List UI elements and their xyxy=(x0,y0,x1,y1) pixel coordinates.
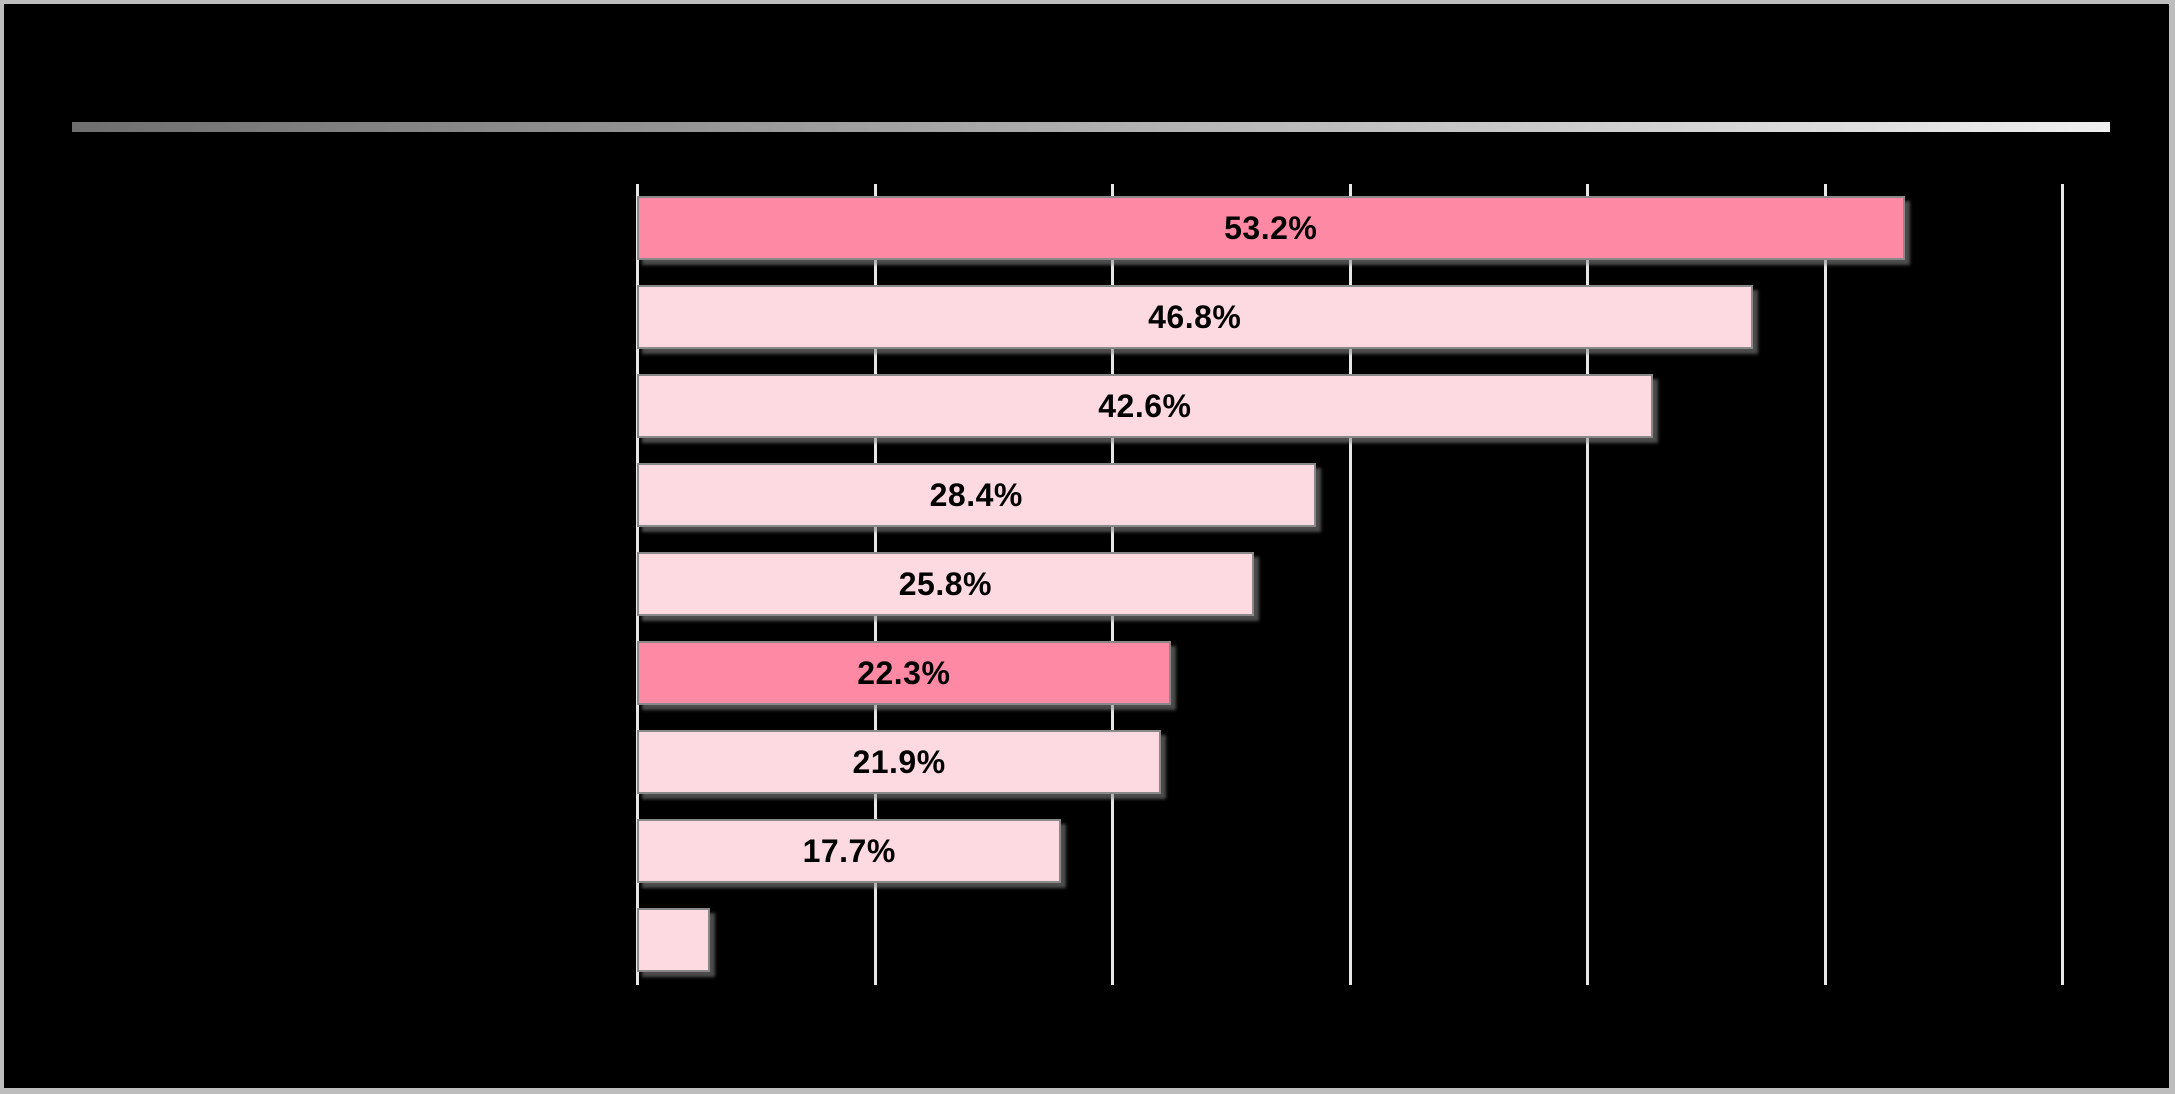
bar-row: 17.7% xyxy=(637,807,2067,896)
title-divider xyxy=(72,122,2110,132)
bar: 21.9% xyxy=(637,730,1162,794)
plot-area: 53.2% 46.8% 42.6% 28.4% 25.8% 22.3% 21.9% 17.7% xyxy=(636,184,2067,985)
bar-row: 53.2% xyxy=(637,184,2067,273)
bar-row: 21.9% xyxy=(637,718,2067,807)
bar: 46.8% xyxy=(637,285,1753,349)
bar-value-label: 17.7% xyxy=(802,832,896,869)
bar-value-label: 28.4% xyxy=(929,476,1023,513)
bar-value-label: 22.3% xyxy=(857,654,951,691)
bar-value-label: 25.8% xyxy=(898,565,992,602)
bar: 25.8% xyxy=(637,552,1254,616)
bar-row: 22.3% xyxy=(637,629,2067,718)
bar-value-label: 21.9% xyxy=(852,743,946,780)
bar-value-label: 42.6% xyxy=(1098,387,1192,424)
bar-row: 46.8% xyxy=(637,273,2067,362)
bar-row: 25.8% xyxy=(637,540,2067,629)
bar-row: 28.4% xyxy=(637,451,2067,540)
bar-row: 42.6% xyxy=(637,362,2067,451)
vertical-gridline xyxy=(1823,184,1827,985)
bar-value-label: 53.2% xyxy=(1224,209,1318,246)
bar: 28.4% xyxy=(637,463,1316,527)
bar-highlighted: 22.3% xyxy=(637,641,1171,705)
vertical-gridline xyxy=(1586,184,1589,985)
bar: 17.7% xyxy=(637,819,1062,883)
vertical-gridline xyxy=(1348,184,1352,985)
bar-value-label: 46.8% xyxy=(1148,298,1242,335)
bar xyxy=(637,908,710,972)
vertical-gridline xyxy=(2061,184,2064,985)
bar-row xyxy=(637,896,2067,985)
bar-highlighted: 53.2% xyxy=(637,196,1905,260)
bar: 42.6% xyxy=(637,374,1653,438)
